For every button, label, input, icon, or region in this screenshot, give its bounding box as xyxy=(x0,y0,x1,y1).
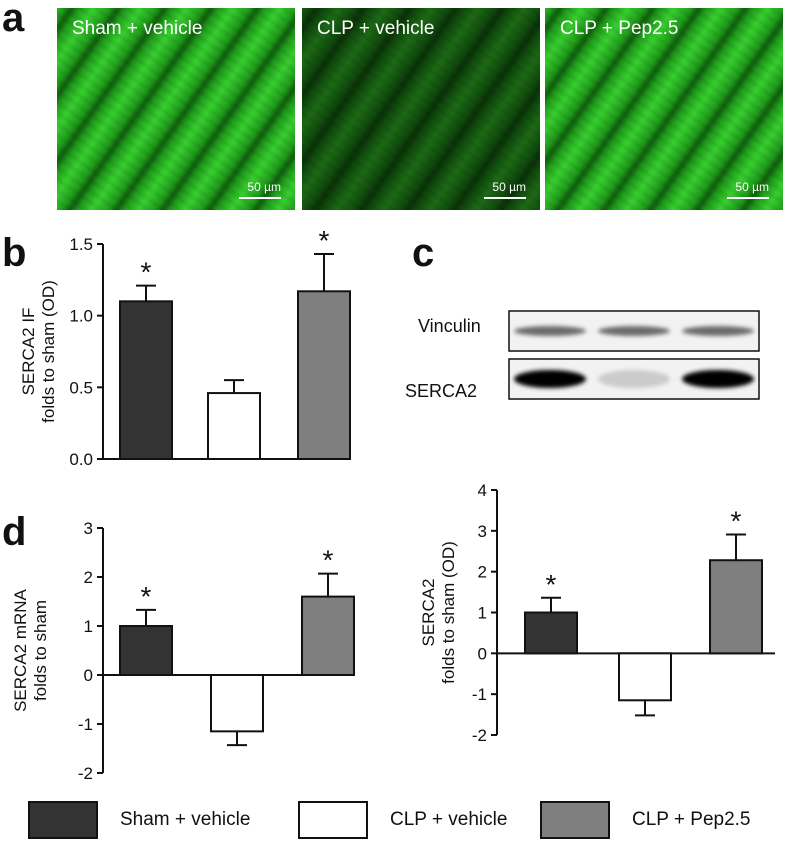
y-tick-label: 0 xyxy=(478,644,487,663)
y-tick-label: 1.0 xyxy=(69,307,93,326)
western-blot xyxy=(508,310,760,400)
bar xyxy=(297,290,351,460)
y-axis-label: folds to sham xyxy=(31,600,50,701)
panel-letter-a: a xyxy=(2,0,25,40)
micrograph-sham-vehicle: Sham + vehicle 50 µm xyxy=(57,8,295,210)
y-tick-label: 0.0 xyxy=(69,450,93,469)
legend-label: Sham + vehicle xyxy=(120,809,251,830)
blot-band xyxy=(682,370,754,388)
blot-band xyxy=(598,326,670,336)
significance-marker: * xyxy=(546,569,557,600)
chart-serca2-mrna: -2 -1 0 1 2 3 * * SERCA2 mRNA folds to sham xyxy=(11,519,355,783)
significance-marker: * xyxy=(141,257,152,288)
y-tick-label: -2 xyxy=(78,764,93,783)
y-tick-label: 2 xyxy=(478,563,487,582)
fluorescence-texture xyxy=(302,8,540,210)
blot-band xyxy=(514,326,586,336)
micrograph-label: CLP + Pep2.5 xyxy=(560,18,679,39)
y-tick-label: -1 xyxy=(78,715,93,734)
y-tick-label: 0 xyxy=(84,666,93,685)
y-axis-label: SERCA2 mRNA xyxy=(11,588,30,711)
legend-label: CLP + Pep2.5 xyxy=(632,809,751,830)
significance-marker: * xyxy=(319,225,330,256)
scale-bar xyxy=(484,197,526,199)
bar xyxy=(524,611,578,655)
scale-bar xyxy=(727,197,769,199)
scale-bar xyxy=(239,197,281,199)
y-axis-label: SERCA2 IF xyxy=(19,308,38,396)
micrograph-clp-pep: CLP + Pep2.5 50 µm xyxy=(545,8,783,210)
legend-label: CLP + vehicle xyxy=(390,809,508,830)
blot-band xyxy=(514,370,586,388)
fluorescence-texture xyxy=(545,8,783,210)
y-tick-label: 1 xyxy=(84,617,93,636)
scale-bar-label: 50 µm xyxy=(247,180,281,194)
y-tick-label: 4 xyxy=(478,481,487,500)
legend-swatch xyxy=(28,801,98,839)
bar xyxy=(301,595,355,676)
y-tick-label: -1 xyxy=(472,685,487,704)
blot-band xyxy=(598,370,670,388)
scale-bar-label: 50 µm xyxy=(735,180,769,194)
micrograph-label: CLP + vehicle xyxy=(317,18,435,39)
panel-letter-b: b xyxy=(2,231,27,275)
legend-swatch xyxy=(540,801,610,839)
chart-serca2-if: 0.0 0.5 1.0 1.5 * * SERCA2 IF folds to sham (OD… xyxy=(19,225,351,469)
significance-marker: * xyxy=(323,545,334,576)
bar xyxy=(119,625,173,676)
legend-swatch xyxy=(298,801,368,839)
panel-letter-c: c xyxy=(412,231,435,275)
y-tick-label: 2 xyxy=(84,568,93,587)
y-tick-label: 0.5 xyxy=(69,378,93,397)
micrograph-label: Sham + vehicle xyxy=(72,18,203,39)
y-tick-label: 3 xyxy=(478,522,487,541)
bar xyxy=(210,674,264,733)
y-tick-label: 1.5 xyxy=(69,235,93,254)
bar xyxy=(618,652,672,702)
scale-bar-label: 50 µm xyxy=(492,180,526,194)
y-tick-label: 3 xyxy=(84,519,93,538)
y-tick-label: -2 xyxy=(472,726,487,745)
y-axis-label: folds to sham (OD) xyxy=(39,280,58,423)
y-axis-label: folds to sham (OD) xyxy=(439,541,458,684)
panel-letter-d: d xyxy=(2,510,27,554)
legend-item-clp-vehicle: CLP + vehicle xyxy=(298,800,507,840)
significance-marker: * xyxy=(141,581,152,612)
bar xyxy=(709,559,763,655)
bar xyxy=(119,300,173,461)
blot-label-serca2: SERCA2 xyxy=(405,381,478,401)
blot-label-vinculin: Vinculin xyxy=(418,316,481,336)
legend-item-sham-vehicle: Sham + vehicle xyxy=(28,800,250,840)
significance-marker: * xyxy=(731,506,742,537)
micrograph-clp-vehicle: CLP + vehicle 50 µm xyxy=(302,8,540,210)
y-axis-label: SERCA2 xyxy=(419,578,438,646)
bar xyxy=(207,392,261,460)
y-tick-label: 1 xyxy=(478,604,487,623)
chart-serca2-od: -2 -1 0 1 2 3 4 * * SERCA2 folds to sham (OD) xyxy=(419,481,775,745)
fluorescence-texture xyxy=(57,8,295,210)
blot-band xyxy=(682,326,754,336)
legend-item-clp-pep: CLP + Pep2.5 xyxy=(540,800,751,840)
